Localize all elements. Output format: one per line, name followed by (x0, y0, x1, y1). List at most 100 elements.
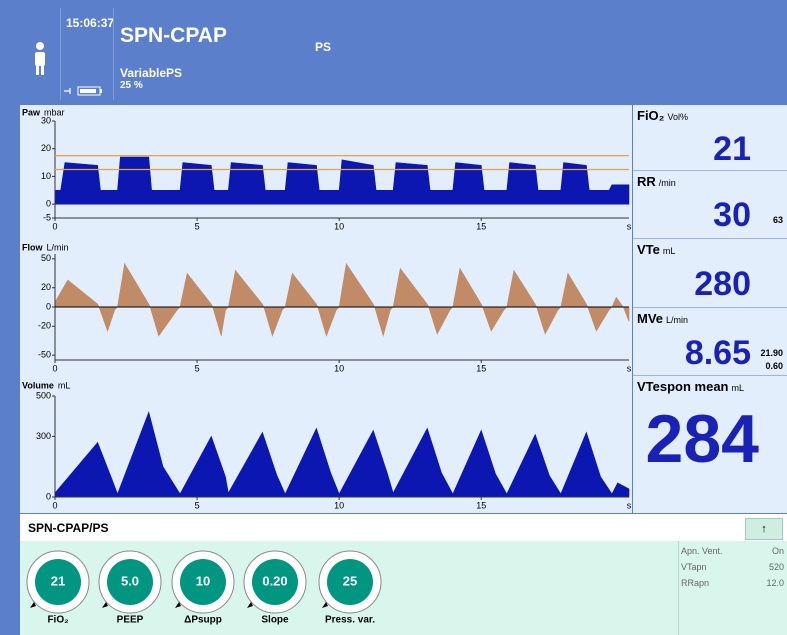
param-box: MVe L/min 8.65 21.90 0.60 (633, 308, 787, 376)
param-value: 21 (713, 130, 751, 168)
expand-button[interactable]: ↑ (745, 518, 783, 540)
battery-icon (64, 86, 102, 96)
y-tick-label: 10 (41, 171, 51, 181)
param-extra: 63 (772, 215, 783, 225)
knob-label: Press. var. (325, 615, 375, 626)
y-tick-label: 50 (41, 253, 51, 263)
apnea-value: 520 (768, 562, 784, 572)
param-box: VTe mL 280 (633, 239, 787, 308)
knob-pointer (175, 602, 181, 608)
knob-value: 0.20 (262, 573, 287, 588)
apnea-value: 12.0 (766, 578, 784, 588)
detail-value: 25 % (120, 80, 143, 91)
chart-unit: L/min (47, 242, 69, 252)
knob-value: 25 (343, 573, 357, 588)
x-tick-label: 0 (52, 221, 57, 231)
y-tick-label: 20 (41, 143, 51, 153)
x-axis-label: s (627, 500, 632, 510)
chart-unit: mL (58, 380, 71, 390)
x-tick-label: 10 (334, 221, 344, 231)
apnea-label: Apn. Vent. (681, 546, 723, 556)
x-axis-label: s (627, 363, 632, 373)
y-tick-label: 300 (36, 431, 51, 441)
mode: SPN-CPAP (120, 24, 227, 47)
x-tick-label: 5 (195, 363, 200, 373)
param-label: MVe (637, 311, 664, 326)
chart-title: Paw (22, 107, 41, 117)
knob-pointer (247, 602, 253, 608)
y-tick-label: 0 (46, 301, 51, 311)
x-tick-label: 5 (195, 500, 200, 510)
chart-title: Volume (22, 380, 54, 390)
param-label: RR (637, 174, 656, 189)
chart-title: Flow (22, 242, 43, 252)
y-tick-label: 0 (46, 199, 51, 209)
param-unit: /min (658, 178, 676, 188)
knob-pointer (322, 602, 328, 608)
y-tick-label: 30 (41, 115, 51, 125)
apnea-value: On (771, 546, 784, 556)
knob-value: 10 (196, 573, 210, 588)
param-box: VTespon mean mL 284 (633, 376, 787, 513)
param-name: FiO₂ Vol% (637, 108, 688, 123)
settings-title: SPN-CPAP/PS (28, 521, 109, 535)
param-label: FiO₂ (637, 108, 665, 123)
knob (180, 559, 226, 605)
param-value: 8.65 (684, 334, 751, 372)
param-unit: Vol% (667, 112, 688, 122)
x-tick-label: 10 (334, 500, 344, 510)
mode-detail: VariablePS (120, 66, 183, 80)
apnea-label: RRapn (681, 578, 710, 588)
waveform-area (54, 262, 630, 338)
patient-box (20, 8, 61, 100)
param-extra: 0.60 (765, 361, 783, 371)
knob-label: PEEP (117, 615, 144, 626)
param-unit: L/min (666, 315, 689, 325)
y-tick-label: -50 (38, 350, 51, 360)
param-label: VTe (637, 242, 660, 257)
waveform-area (54, 411, 630, 498)
knob (107, 559, 153, 605)
submode: PS (315, 40, 332, 54)
param-box: RR/min 30 63 (633, 171, 787, 239)
param-value: 280 (694, 265, 751, 303)
param-unit: mL (662, 246, 676, 256)
x-tick-label: 0 (52, 363, 57, 373)
param-box: FiO₂ Vol% 21 (633, 105, 787, 171)
y-tick-label: 0 (46, 491, 51, 501)
param-label: VTespon mean (637, 379, 729, 394)
y-tick-label: -5 (43, 212, 51, 222)
knob (327, 559, 373, 605)
settings-bar (20, 514, 787, 541)
param-extra: 21.90 (760, 348, 783, 358)
waveform-area (54, 156, 630, 205)
x-tick-label: 0 (52, 500, 57, 510)
y-tick-label: -20 (38, 321, 51, 331)
y-tick-label: 20 (41, 282, 51, 292)
param-value: 284 (645, 401, 759, 477)
knob-label: Slope (261, 615, 289, 626)
y-tick-label: 500 (36, 390, 51, 400)
knob-pointer (30, 602, 36, 608)
chart-unit: mbar (44, 107, 65, 117)
param-unit: mL (731, 383, 745, 393)
param-name: VTe mL (637, 242, 675, 257)
knob (252, 559, 298, 605)
param-name: MVe L/min (637, 311, 688, 326)
clock: 15:06:37 (66, 16, 115, 30)
knob-pointer (102, 602, 108, 608)
x-tick-label: 10 (334, 363, 344, 373)
x-tick-label: 5 (195, 221, 200, 231)
param-value: 30 (713, 196, 751, 234)
x-axis-label: s (627, 221, 632, 231)
divider (113, 8, 114, 100)
x-tick-label: 15 (476, 363, 486, 373)
knob-value: 21 (51, 573, 65, 588)
patient-icon (35, 42, 45, 75)
knob-label: ΔPsupp (184, 615, 222, 626)
knob-label: FiO₂ (47, 615, 68, 626)
x-tick-label: 15 (476, 500, 486, 510)
param-name: RR/min (637, 174, 676, 189)
